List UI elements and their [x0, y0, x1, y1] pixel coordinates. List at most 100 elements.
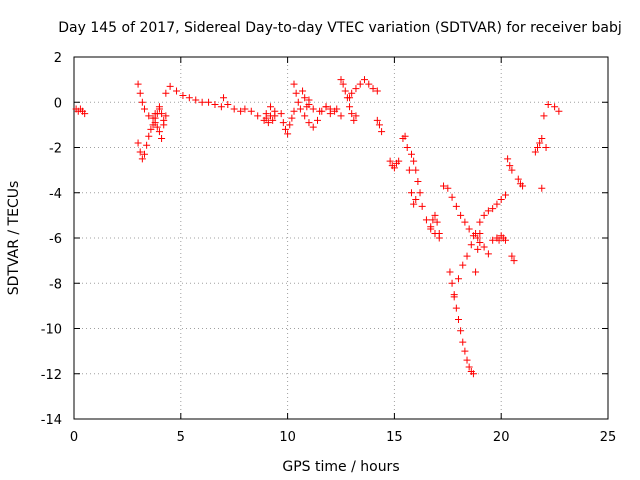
data-point — [510, 257, 518, 265]
x-tick-labels: 0 5 10 15 20 25 — [70, 430, 616, 445]
data-point — [461, 347, 469, 355]
data-point — [457, 211, 465, 219]
data-point — [465, 363, 473, 371]
data-point — [151, 119, 159, 127]
data-point — [401, 132, 409, 140]
data-point — [467, 241, 475, 249]
data-point — [452, 202, 460, 210]
data-point — [519, 182, 527, 190]
series-s25 — [538, 101, 563, 192]
data-point — [457, 327, 465, 335]
series-s5 — [262, 112, 279, 127]
series-s12 — [373, 116, 386, 136]
data-point — [211, 101, 219, 109]
x-tick-label: 5 — [177, 430, 185, 445]
data-point — [264, 119, 272, 127]
data-point — [440, 182, 448, 190]
data-point — [350, 116, 358, 124]
data-point — [241, 105, 249, 113]
data-point — [489, 205, 497, 213]
data-point — [452, 304, 460, 312]
data-point — [314, 116, 322, 124]
data-point — [269, 116, 277, 124]
data-point — [412, 196, 420, 204]
data-point — [281, 125, 289, 133]
data-point — [495, 236, 503, 244]
data-point — [476, 239, 484, 247]
data-point — [444, 184, 452, 192]
data-point — [299, 87, 307, 95]
data-point — [405, 166, 413, 174]
data-point — [155, 105, 163, 113]
data-point — [431, 211, 439, 219]
data-point — [489, 236, 497, 244]
series-s16 — [427, 211, 443, 237]
data-point — [412, 166, 420, 174]
data-point — [480, 243, 488, 251]
data-point — [134, 139, 142, 147]
data-point — [373, 87, 381, 95]
series-s21 — [504, 155, 516, 174]
y-tick-label: -12 — [41, 368, 62, 383]
data-point — [551, 103, 559, 111]
series-s11 — [346, 76, 381, 102]
data-point — [356, 80, 364, 88]
x-tick-label: 25 — [600, 430, 617, 445]
data-point — [198, 98, 206, 106]
series-s13 — [386, 157, 403, 172]
data-point — [493, 200, 501, 208]
y-tick-label: -6 — [49, 232, 62, 247]
data-point — [395, 157, 403, 165]
grid — [74, 57, 608, 419]
data-point — [145, 132, 153, 140]
data-point — [474, 234, 482, 242]
data-point — [247, 107, 255, 115]
data-point — [262, 114, 270, 122]
data-point — [341, 87, 349, 95]
y-tick-label: -10 — [41, 323, 62, 338]
y-tick-label: 2 — [54, 51, 62, 66]
data-point — [305, 101, 313, 109]
series-s23 — [514, 175, 527, 190]
data-point — [254, 112, 262, 120]
data-point — [267, 103, 275, 111]
data-point — [386, 157, 394, 165]
data-point — [459, 338, 467, 346]
data-point — [337, 112, 345, 120]
data-point — [346, 94, 354, 102]
data-point — [348, 89, 356, 97]
data-point — [138, 98, 146, 106]
data-point — [205, 98, 213, 106]
series-s7 — [290, 80, 313, 113]
data-point — [162, 89, 170, 97]
data-point — [448, 193, 456, 201]
data-point — [352, 112, 360, 120]
data-point — [286, 121, 294, 129]
data-point — [418, 202, 426, 210]
data-point — [469, 370, 477, 378]
data-point — [429, 216, 437, 224]
series-s19 — [450, 191, 509, 299]
data-point — [217, 103, 225, 111]
data-point — [435, 229, 443, 237]
data-point — [450, 291, 458, 299]
data-point — [158, 134, 166, 142]
data-point — [365, 80, 373, 88]
plot-frame — [73, 56, 609, 420]
data-point — [531, 148, 539, 156]
data-point — [346, 103, 354, 111]
data-point — [454, 315, 462, 323]
x-tick-label: 20 — [493, 430, 510, 445]
x-tick-label: 10 — [279, 430, 296, 445]
data-point — [348, 110, 356, 118]
data-point — [294, 98, 302, 106]
data-point — [284, 130, 292, 138]
data-point — [542, 144, 550, 151]
data-point — [158, 110, 166, 118]
x-tick-label: 15 — [386, 430, 403, 445]
data-point — [296, 105, 304, 113]
y-tick-label: -14 — [41, 413, 62, 428]
data-point — [292, 89, 300, 97]
data-point — [484, 250, 492, 258]
